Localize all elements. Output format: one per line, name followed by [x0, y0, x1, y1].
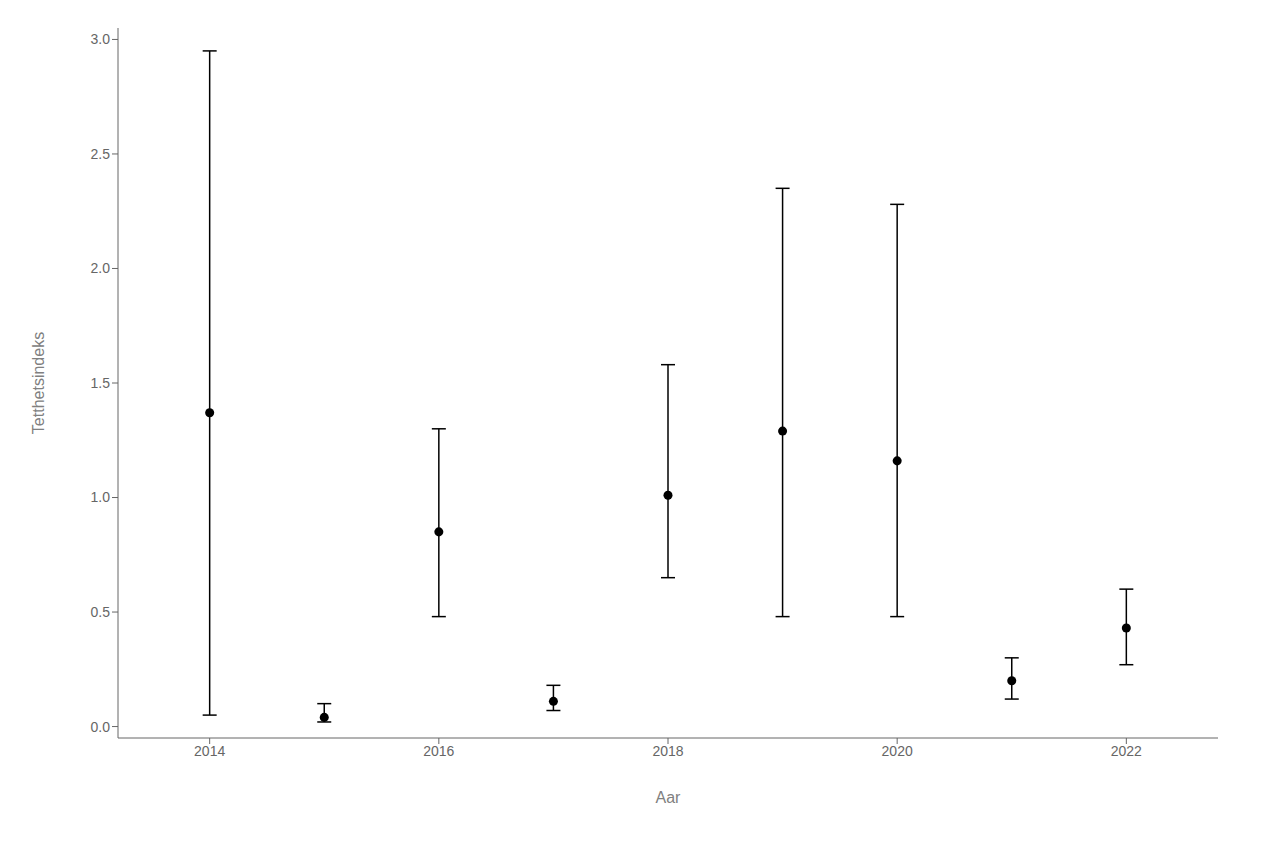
svg-text:2.5: 2.5	[91, 146, 111, 162]
svg-text:3.0: 3.0	[91, 31, 111, 47]
svg-text:Aar: Aar	[656, 789, 682, 806]
svg-text:2020: 2020	[882, 743, 913, 759]
svg-text:2.0: 2.0	[91, 260, 111, 276]
svg-text:1.5: 1.5	[91, 375, 111, 391]
svg-text:2018: 2018	[652, 743, 683, 759]
svg-text:0.5: 0.5	[91, 604, 111, 620]
svg-text:Tetthetsindeks: Tetthetsindeks	[30, 332, 47, 434]
svg-text:2022: 2022	[1111, 743, 1142, 759]
svg-text:1.0: 1.0	[91, 489, 111, 505]
svg-text:0.0: 0.0	[91, 719, 111, 735]
svg-text:2014: 2014	[194, 743, 225, 759]
svg-text:2016: 2016	[423, 743, 454, 759]
